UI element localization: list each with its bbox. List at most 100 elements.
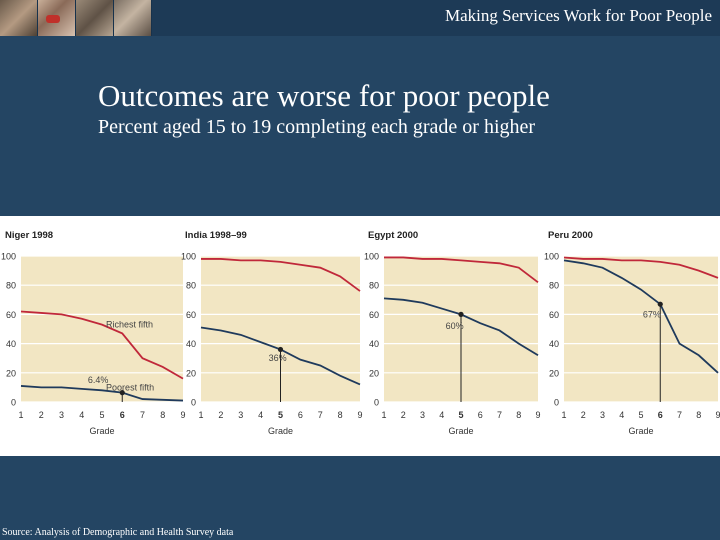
x-axis-label: Grade [89, 426, 114, 436]
y-tick-label: 80 [369, 281, 379, 291]
y-tick-label: 100 [181, 252, 196, 262]
y-tick-label: 20 [369, 368, 379, 378]
chart-strip: Niger 1998 0 20 40 60 80 100 1 2 3 4 5 6 7 8 9 Grade Rich… [0, 216, 720, 456]
x-tick-label: 2 [218, 410, 223, 420]
y-tick-label: 60 [186, 310, 196, 320]
x-tick-label: 9 [715, 410, 720, 420]
x-tick-label: 8 [338, 410, 343, 420]
x-tick-label: 7 [677, 410, 682, 420]
annotation-label: Richest fifth [106, 320, 153, 330]
x-tick-label: 3 [238, 410, 243, 420]
chart-panel-4 [563, 255, 719, 403]
x-tick-label: 1 [198, 410, 203, 420]
y-tick-label: 40 [549, 339, 559, 349]
x-tick-label: 5 [458, 410, 463, 420]
slide-title: Outcomes are worse for poor people [98, 78, 550, 113]
y-tick-label: 20 [549, 368, 559, 378]
y-tick-label: 60 [6, 310, 16, 320]
x-tick-label: 2 [581, 410, 586, 420]
x-tick-label: 4 [439, 410, 444, 420]
y-tick-label: 40 [6, 339, 16, 349]
y-tick-label: 80 [549, 281, 559, 291]
annotation-label: Poorest fifth [106, 382, 154, 392]
x-tick-label: 9 [180, 410, 185, 420]
x-tick-label: 6 [478, 410, 483, 420]
series-line-poorest [563, 259, 719, 374]
x-tick-label: 1 [18, 410, 23, 420]
y-tick-label: 0 [554, 398, 559, 408]
header-photo-strip [0, 0, 152, 36]
chart-panel-2 [200, 255, 361, 403]
chart-title: Egypt 2000 [368, 230, 418, 241]
y-tick-label: 20 [186, 368, 196, 378]
x-tick-label: 9 [357, 410, 362, 420]
y-tick-label: 60 [369, 310, 379, 320]
header-photo [76, 0, 114, 36]
series-line-richest [201, 258, 361, 292]
x-tick-label: 3 [600, 410, 605, 420]
y-tick-label: 80 [186, 281, 196, 291]
x-tick-label: 7 [318, 410, 323, 420]
x-tick-label: 5 [638, 410, 643, 420]
annotation-label: 60% [446, 321, 464, 331]
x-tick-label: 5 [278, 410, 283, 420]
series-line-poorest [20, 385, 184, 402]
x-axis-label: Grade [448, 426, 473, 436]
x-tick-label: 8 [696, 410, 701, 420]
x-tick-label: 4 [79, 410, 84, 420]
deck-title: Making Services Work for Poor People [445, 6, 712, 25]
marker-point [458, 311, 464, 317]
header-photo [0, 0, 38, 36]
y-tick-label: 0 [374, 398, 379, 408]
x-tick-label: 4 [258, 410, 263, 420]
y-tick-label: 40 [186, 339, 196, 349]
x-tick-label: 3 [420, 410, 425, 420]
header-bar: Making Services Work for Poor People [0, 0, 720, 36]
chart-panel-1 [20, 255, 184, 403]
slide-subtitle: Percent aged 15 to 19 completing each gr… [98, 116, 536, 138]
x-tick-label: 2 [39, 410, 44, 420]
x-axis-label: Grade [628, 426, 653, 436]
photo-detail [46, 15, 60, 23]
chart-title: Niger 1998 [5, 230, 53, 241]
x-tick-label: 6 [120, 410, 125, 420]
x-tick-label: 5 [99, 410, 104, 420]
x-tick-label: 3 [59, 410, 64, 420]
y-tick-label: 40 [369, 339, 379, 349]
source-note: Source: Analysis of Demographic and Heal… [2, 527, 234, 538]
x-tick-label: 1 [381, 410, 386, 420]
x-tick-label: 7 [140, 410, 145, 420]
annotation-label: 36% [269, 353, 287, 363]
y-tick-label: 0 [191, 398, 196, 408]
y-tick-label: 20 [6, 368, 16, 378]
marker-point [277, 346, 284, 353]
series-line-richest [20, 310, 184, 380]
x-tick-label: 6 [658, 410, 663, 420]
y-tick-label: 100 [1, 252, 16, 262]
x-tick-label: 8 [160, 410, 165, 420]
chart-panel-3 [383, 255, 539, 403]
x-tick-label: 9 [535, 410, 540, 420]
y-tick-label: 0 [11, 398, 16, 408]
series-line-richest [563, 256, 719, 279]
x-tick-label: 6 [298, 410, 303, 420]
chart-title: India 1998–99 [185, 230, 247, 241]
x-axis-label: Grade [268, 426, 293, 436]
plot-area [21, 256, 183, 402]
y-tick-label: 100 [364, 252, 379, 262]
header-photo [114, 0, 152, 36]
chart-title: Peru 2000 [548, 230, 593, 241]
marker-point [657, 301, 663, 307]
y-tick-label: 80 [6, 281, 16, 291]
y-tick-label: 60 [549, 310, 559, 320]
x-tick-label: 2 [401, 410, 406, 420]
annotation-label: 6.4% [88, 375, 109, 385]
y-tick-label: 100 [544, 252, 559, 262]
marker-point [119, 390, 125, 396]
x-tick-label: 7 [497, 410, 502, 420]
x-tick-label: 8 [516, 410, 521, 420]
series-line-richest [384, 256, 539, 283]
plot-area [564, 256, 718, 402]
x-tick-label: 1 [561, 410, 566, 420]
